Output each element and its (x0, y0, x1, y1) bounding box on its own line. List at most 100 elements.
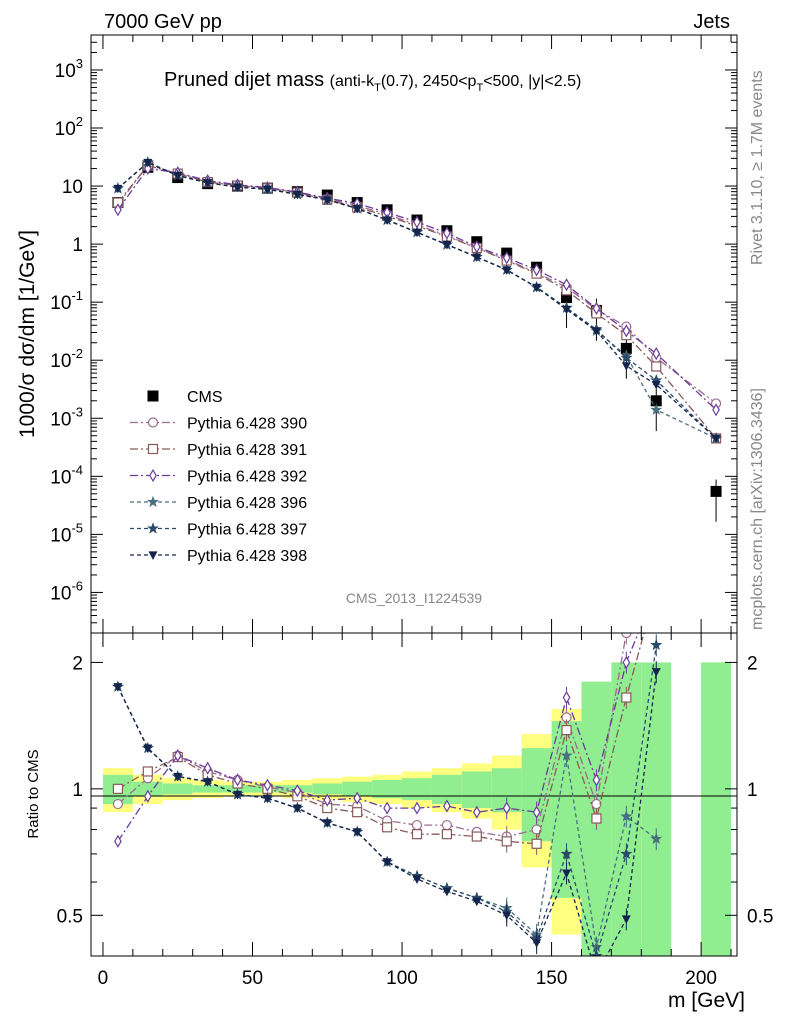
mc-point-triangle (472, 897, 482, 907)
mc-point-square (381, 822, 393, 833)
rivet-info: Rivet 3.1.10, ≥ 1.7M events (749, 70, 766, 265)
mc-point-diamond (712, 403, 720, 417)
legend-entry: Pythia 6.428 397 (130, 522, 307, 539)
series-pythia-390 (112, 159, 722, 409)
y-tick-label-exponent: -5 (71, 520, 83, 535)
mc-point-triangle (262, 185, 272, 195)
header-left: 7000 GeV pp (104, 11, 222, 33)
mc-point-triangle (591, 327, 601, 336)
mc-point-diamond (532, 263, 541, 277)
mc-point-circle (441, 819, 452, 831)
ratio-y-tick-label-left: 2 (72, 653, 83, 674)
mc-point-diamond (562, 278, 571, 292)
mc-point-triangle (532, 939, 542, 948)
mc-point-triangle (292, 190, 302, 200)
legend-entry: Pythia 6.428 398 (130, 548, 307, 565)
mc-point-diamond (502, 801, 511, 815)
y-tick-label: 1 (72, 235, 83, 256)
y-tick-label-base: 10 (55, 61, 76, 82)
mc-point-triangle (203, 179, 213, 188)
mc-point-diamond (622, 324, 631, 338)
ratio-series-pythia-392 (114, 583, 659, 848)
series-line (117, 161, 717, 439)
mc-point-diamond (562, 690, 571, 705)
y-tick-label-exponent: -1 (71, 288, 83, 303)
mc-point-triangle (562, 305, 572, 315)
header-right: Jets (693, 11, 730, 33)
ratio-y-tick-label-right: 0.5 (747, 906, 773, 927)
series-pythia-392 (114, 161, 720, 417)
ratio-axis-ticks: 2 2 1 1 0.5 0.5 0 50 100 150 200 (57, 633, 773, 989)
mc-point-diamond (502, 251, 511, 265)
mc-point-triangle (262, 794, 272, 804)
ratio-series-pythia-398 (113, 661, 661, 956)
mc-point-triangle (173, 772, 183, 782)
x-tick-label: 100 (386, 968, 418, 989)
mc-point-square (411, 829, 423, 840)
cms-data-point (147, 390, 159, 402)
mc-point-triangle (442, 241, 452, 250)
ratio-y-tick-label-right: 1 (747, 780, 758, 801)
mc-point-diamond (653, 583, 659, 594)
mc-point-diamond (143, 161, 152, 176)
mc-point-square (652, 584, 661, 593)
y-tick-label-exponent: -3 (71, 404, 83, 419)
mc-point-diamond (143, 789, 152, 803)
y-tick-label-base: 10 (50, 293, 71, 314)
stat-band (461, 771, 492, 809)
mc-point-square (561, 725, 572, 736)
mc-point-triangle (352, 204, 362, 214)
mc-point-circle (621, 633, 632, 639)
mc-point-star (620, 810, 633, 822)
mc-point-triangle (621, 915, 631, 924)
mc-point-triangle (173, 171, 183, 181)
y-axis-label: 1000/σ dσ/dm [1/GeV] (16, 230, 39, 438)
mc-point-triangle (113, 683, 123, 692)
main-plot-frame (90, 34, 738, 634)
mc-point-triangle (203, 778, 213, 787)
mc-point-diamond (383, 801, 391, 815)
ratio-y-axis-label: Ratio to CMS (25, 749, 42, 838)
mc-point-triangle (148, 551, 158, 560)
x-tick-label: 50 (242, 968, 263, 989)
cms-data-point (561, 292, 573, 304)
stat-band (342, 781, 373, 797)
y-tick-label: 10 (62, 177, 83, 198)
x-tick-label: 150 (536, 968, 568, 989)
analysis-watermark: CMS_2013_I1224539 (346, 590, 482, 606)
mc-point-diamond (413, 801, 421, 815)
mc-point-diamond (622, 655, 631, 670)
mc-point-diamond (353, 791, 362, 805)
legend-entry: Pythia 6.428 391 (130, 442, 307, 459)
mc-point-circle (112, 798, 124, 810)
legend-label: Pythia 6.428 396 (187, 495, 307, 512)
mc-point-triangle (532, 283, 542, 293)
mc-point-square (651, 361, 662, 372)
mc-point-square (471, 831, 482, 842)
mc-point-triangle (322, 819, 332, 828)
y-tick-label: 10-4 (50, 462, 83, 488)
ratio-plot-panel: 2 2 1 1 0.5 0.5 0 50 100 150 200 (57, 583, 773, 989)
mc-point-diamond (114, 203, 122, 217)
mc-point-square (501, 836, 512, 847)
mc-point-diamond (443, 799, 451, 813)
ratio-y-tick-label-left: 1 (72, 780, 83, 801)
y-tick-label-base: 10 (50, 351, 71, 372)
cms-data-point (710, 485, 722, 497)
ratio-y-tick-label-left: 0.5 (57, 906, 83, 927)
mc-point-circle (147, 417, 159, 428)
mc-point-triangle (412, 228, 422, 238)
mc-point-star (650, 403, 663, 415)
chart-title-main: Pruned dijet mass (164, 69, 324, 91)
mc-point-star (147, 495, 159, 508)
legend-entry: Pythia 6.428 390 (130, 416, 307, 433)
mc-point-diamond (592, 301, 601, 316)
mc-point-triangle (651, 668, 661, 677)
y-tick-label-base: 10 (55, 119, 76, 140)
stat-band (641, 662, 672, 956)
mc-point-square (591, 813, 602, 824)
mc-point-triangle (233, 790, 243, 800)
y-tick-label: 10-5 (50, 520, 83, 546)
